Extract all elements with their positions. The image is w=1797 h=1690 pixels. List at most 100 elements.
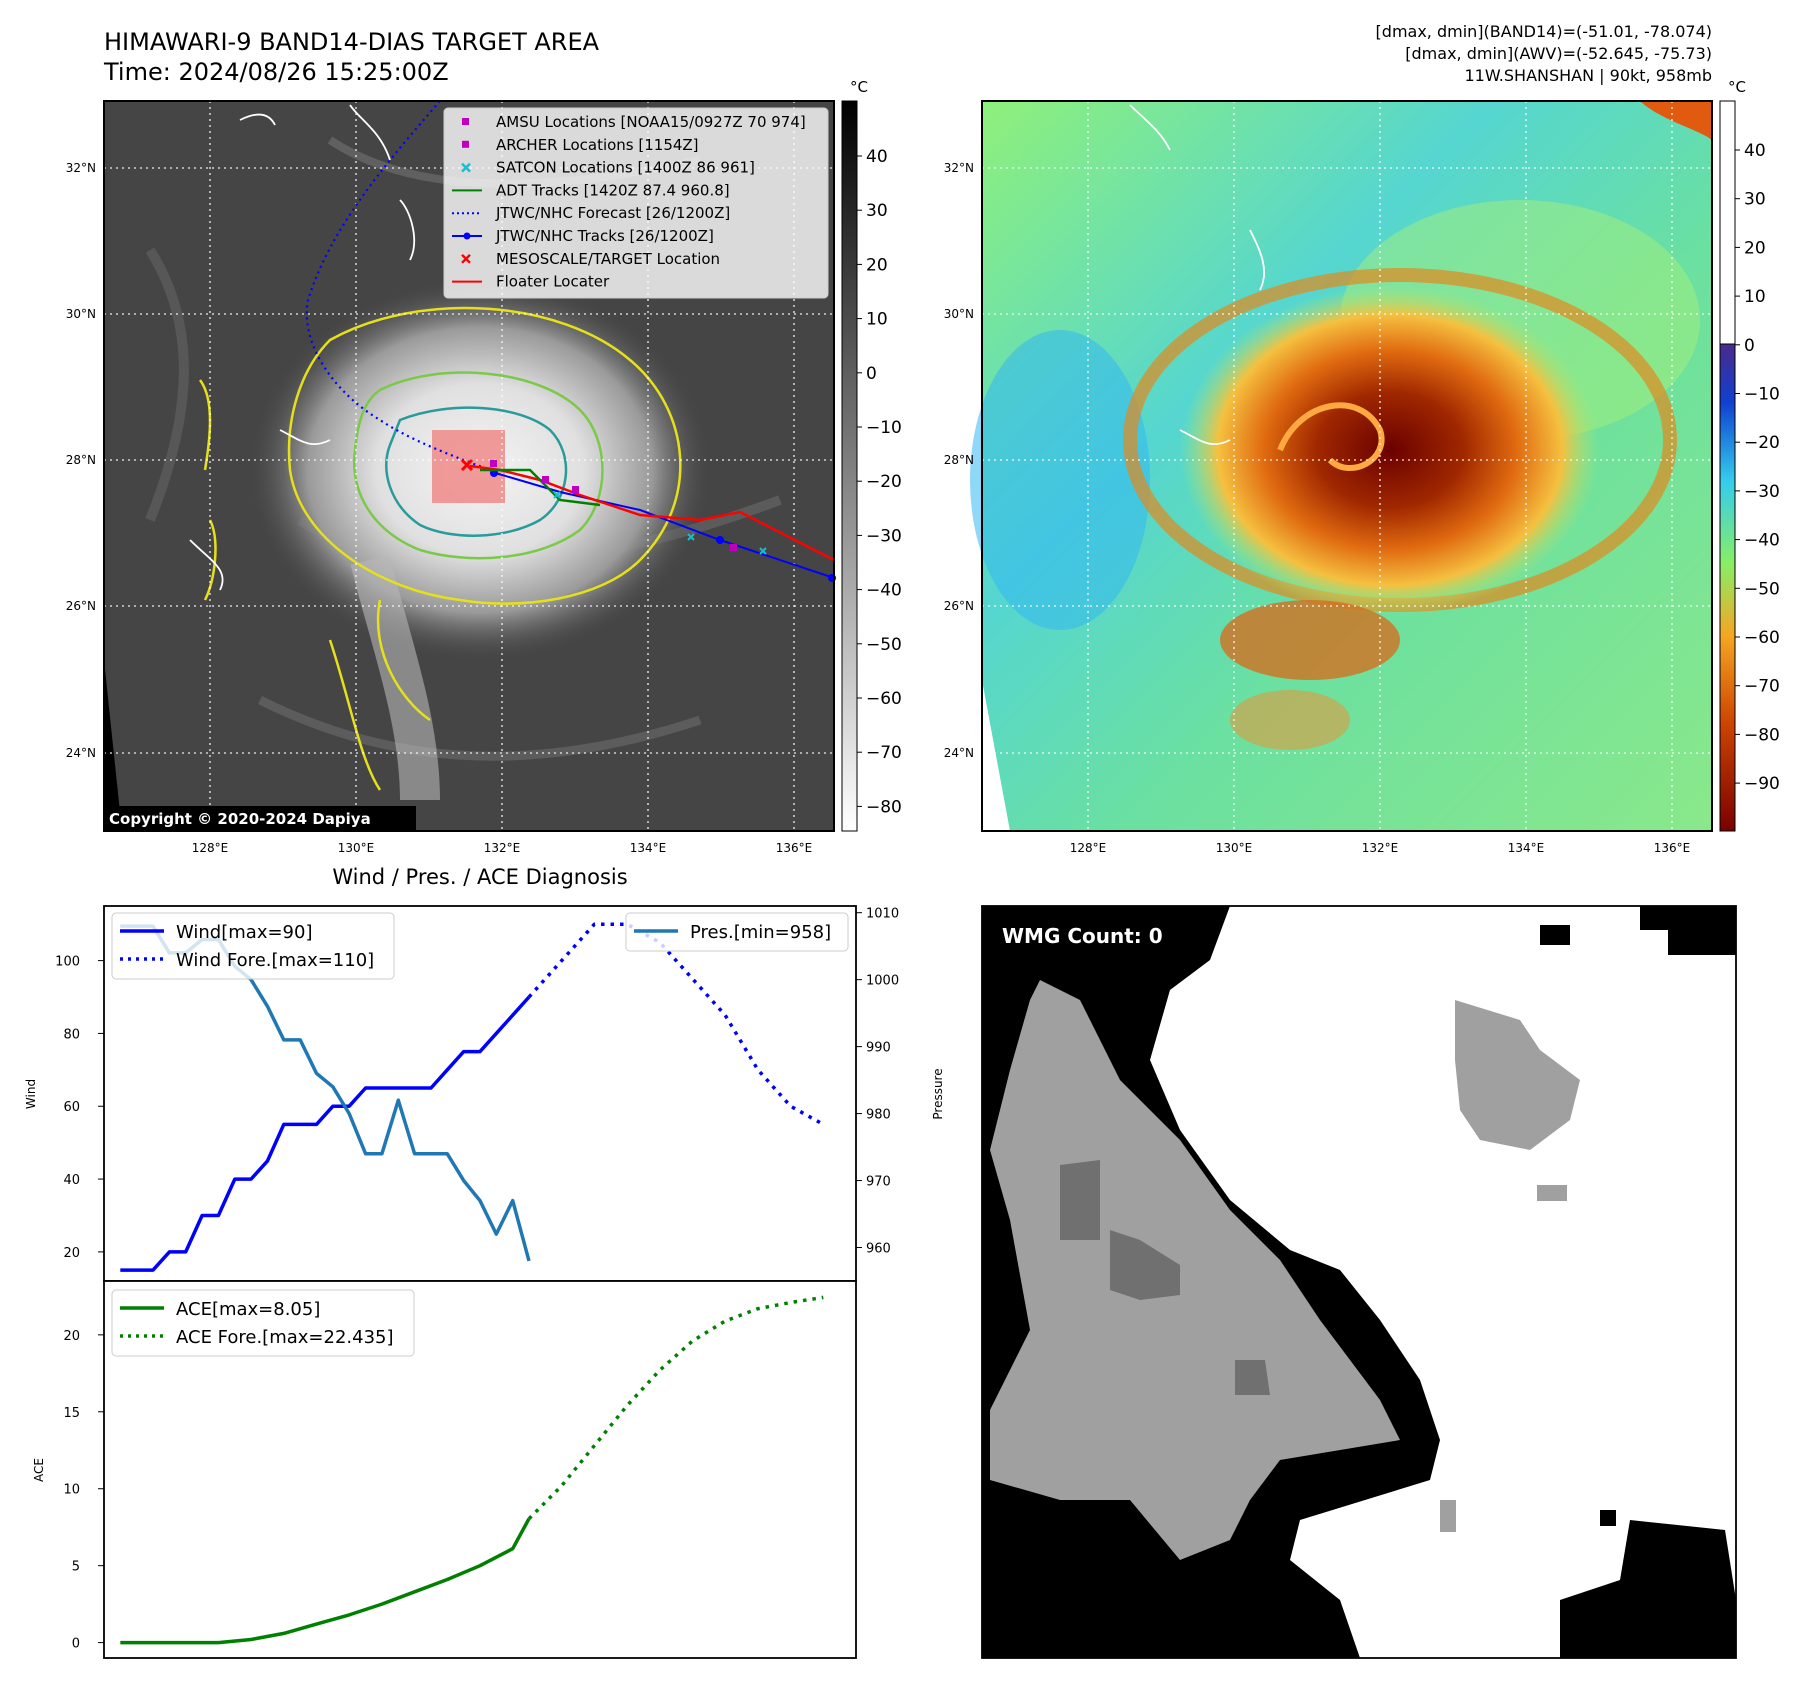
lon-label: 132°E xyxy=(1362,841,1399,855)
y-tick-label: 15 xyxy=(63,1406,80,1421)
legend-square-marker xyxy=(462,118,469,125)
y-tick-label: 960 xyxy=(866,1242,891,1257)
legend-label: MESOSCALE/TARGET Location xyxy=(496,250,720,268)
legend-entry: AMSU Locations [NOAA15/0927Z 70 974] xyxy=(462,113,806,131)
figure-time: Time: 2024/08/26 15:25:00Z xyxy=(103,58,449,86)
colorbar-tick-label: −60 xyxy=(866,689,902,709)
lat-label: 26°N xyxy=(66,599,96,613)
legend-label: JTWC/NHC Tracks [26/1200Z] xyxy=(495,227,714,245)
series-line xyxy=(527,1295,824,1520)
colorbar-tick-label: −20 xyxy=(866,472,902,492)
colorbar-tick-label: 10 xyxy=(866,310,888,330)
right-lon-labels: 128°E 130°E 132°E 134°E 136°E xyxy=(1070,841,1691,855)
diagnosis-title: Wind / Pres. / ACE Diagnosis xyxy=(332,865,627,889)
legend-entry: ADT Tracks [1420Z 87.4 960.8] xyxy=(452,181,730,199)
y-tick-label: 980 xyxy=(866,1108,891,1123)
wind-legend-label: Wind[max=90] xyxy=(176,922,313,943)
dmax-band14-text: [dmax, dmin](BAND14)=(-51.01, -78.074) xyxy=(1376,22,1712,41)
y-tick-label: 40 xyxy=(63,1173,80,1188)
awv-colorbar: °C 40 30 20 10 0 −10 −20 −30 −40 −50 −60 −70 −80 −90 xyxy=(1719,78,1780,832)
colorbar-tick-label: 20 xyxy=(866,255,888,275)
lat-label: 32°N xyxy=(944,161,974,175)
colorbar-tick-label: −80 xyxy=(1744,725,1780,745)
y-tick-label: 60 xyxy=(63,1100,80,1115)
colorbar-tick-label: 30 xyxy=(866,201,888,221)
y-tick-label: 970 xyxy=(866,1175,891,1190)
wind-axis-label: Wind xyxy=(24,1079,38,1109)
wmg-panel: WMG Count: 0 xyxy=(981,905,1737,1659)
awv-colorbar-unit: °C xyxy=(1728,78,1746,96)
ace-series xyxy=(120,1295,824,1645)
legend-entry: MESOSCALE/TARGET Location xyxy=(461,250,720,268)
copyright-box xyxy=(104,806,416,830)
lon-label: 132°E xyxy=(484,841,521,855)
legend-x-marker xyxy=(461,162,471,173)
lat-label: 24°N xyxy=(66,746,96,760)
legend-label: ADT Tracks [1420Z 87.4 960.8] xyxy=(496,181,730,199)
lat-label: 28°N xyxy=(66,453,96,467)
lon-label: 136°E xyxy=(776,841,813,855)
colorbar-tick-label: −50 xyxy=(866,635,902,655)
y-tick-label: 1000 xyxy=(866,974,899,989)
copyright-text: Copyright © 2020-2024 Dapiya xyxy=(109,810,371,828)
colorbar-tick-label: −30 xyxy=(866,526,902,546)
lon-label: 128°E xyxy=(1070,841,1107,855)
dmax-awv-text: [dmax, dmin](AWV)=(-52.645, -75.73) xyxy=(1405,44,1712,63)
colorbar-tick-label: 40 xyxy=(866,147,888,167)
figure-title: HIMAWARI-9 BAND14-DIAS TARGET AREA xyxy=(104,28,600,56)
series-line xyxy=(527,922,825,1126)
ace-legend-label: ACE[max=8.05] xyxy=(176,1299,320,1320)
lon-label: 134°E xyxy=(630,841,667,855)
lon-label: 130°E xyxy=(338,841,375,855)
wmg-count-text: WMG Count: 0 xyxy=(1002,924,1163,948)
y-tick-label: 100 xyxy=(55,955,80,970)
y-tick-label: 5 xyxy=(72,1560,80,1575)
colorbar-tick-label: −50 xyxy=(1744,579,1780,599)
ace-ticks: 0 5 10 15 20 xyxy=(63,1329,104,1652)
wind-fore-legend-label: Wind Fore.[max=110] xyxy=(176,950,374,971)
lat-label: 30°N xyxy=(66,307,96,321)
y-tick-label: 1010 xyxy=(866,907,899,922)
pressure-legend: Pres.[min=958] xyxy=(625,912,849,952)
legend-x-marker xyxy=(461,253,471,264)
lon-label: 136°E xyxy=(1654,841,1691,855)
ace-axis-label: ACE xyxy=(32,1458,46,1482)
colorbar-tick-label: −10 xyxy=(866,418,902,438)
pressure-axis-label: Pressure xyxy=(931,1068,945,1119)
y-tick-label: 80 xyxy=(63,1027,80,1042)
colorbar-tick-label: −70 xyxy=(866,743,902,763)
colorbar-tick-label: −90 xyxy=(1744,774,1780,794)
y-tick-label: 10 xyxy=(63,1483,80,1498)
lon-label: 130°E xyxy=(1216,841,1253,855)
y-tick-label: 20 xyxy=(63,1246,80,1261)
map-legend: AMSU Locations [NOAA15/0927Z 70 974] ARCH… xyxy=(443,107,829,299)
y-tick-label: 990 xyxy=(866,1041,891,1056)
band14-colorbar: °C 40 30 20 10 0 −10 −20 −30 −40 −50 −60 −70 −80 xyxy=(841,78,902,832)
colorbar-tick-label: −20 xyxy=(1744,433,1780,453)
legend-square-marker xyxy=(462,140,469,148)
series-line xyxy=(120,995,531,1272)
colorbar-tick-label: 0 xyxy=(866,364,877,384)
legend-entry: JTWC/NHC Forecast [26/1200Z] xyxy=(452,204,730,222)
lon-label: 128°E xyxy=(192,841,229,855)
awv-map xyxy=(970,100,1713,832)
wind-series xyxy=(120,922,825,1272)
colorbar-tick-label: −30 xyxy=(1744,482,1780,502)
wind-ticks: 20 40 60 80 100 xyxy=(55,955,104,1261)
band14-colorbar-unit: °C xyxy=(850,78,868,96)
left-lat-labels: 32°N 30°N 28°N 26°N 24°N xyxy=(66,161,96,760)
colorbar-tick-label: 20 xyxy=(1744,238,1766,258)
legend-label: AMSU Locations [NOAA15/0927Z 70 974] xyxy=(496,113,806,131)
legend-label: JTWC/NHC Forecast [26/1200Z] xyxy=(495,204,730,222)
colorbar-tick-label: 0 xyxy=(1744,336,1755,356)
lat-label: 24°N xyxy=(944,746,974,760)
ace-legend: ACE[max=8.05] ACE Fore.[max=22.435] xyxy=(111,1289,415,1357)
colorbar-tick-label: 30 xyxy=(1744,190,1766,210)
colorbar-tick-label: −70 xyxy=(1744,677,1780,697)
y-tick-label: 20 xyxy=(63,1329,80,1344)
legend-label: ARCHER Locations [1154Z] xyxy=(496,136,699,154)
legend-dot-marker xyxy=(463,232,471,240)
pressure-ticks: 960 970 980 990 1000 1010 xyxy=(856,907,899,1257)
lat-label: 32°N xyxy=(66,161,96,175)
